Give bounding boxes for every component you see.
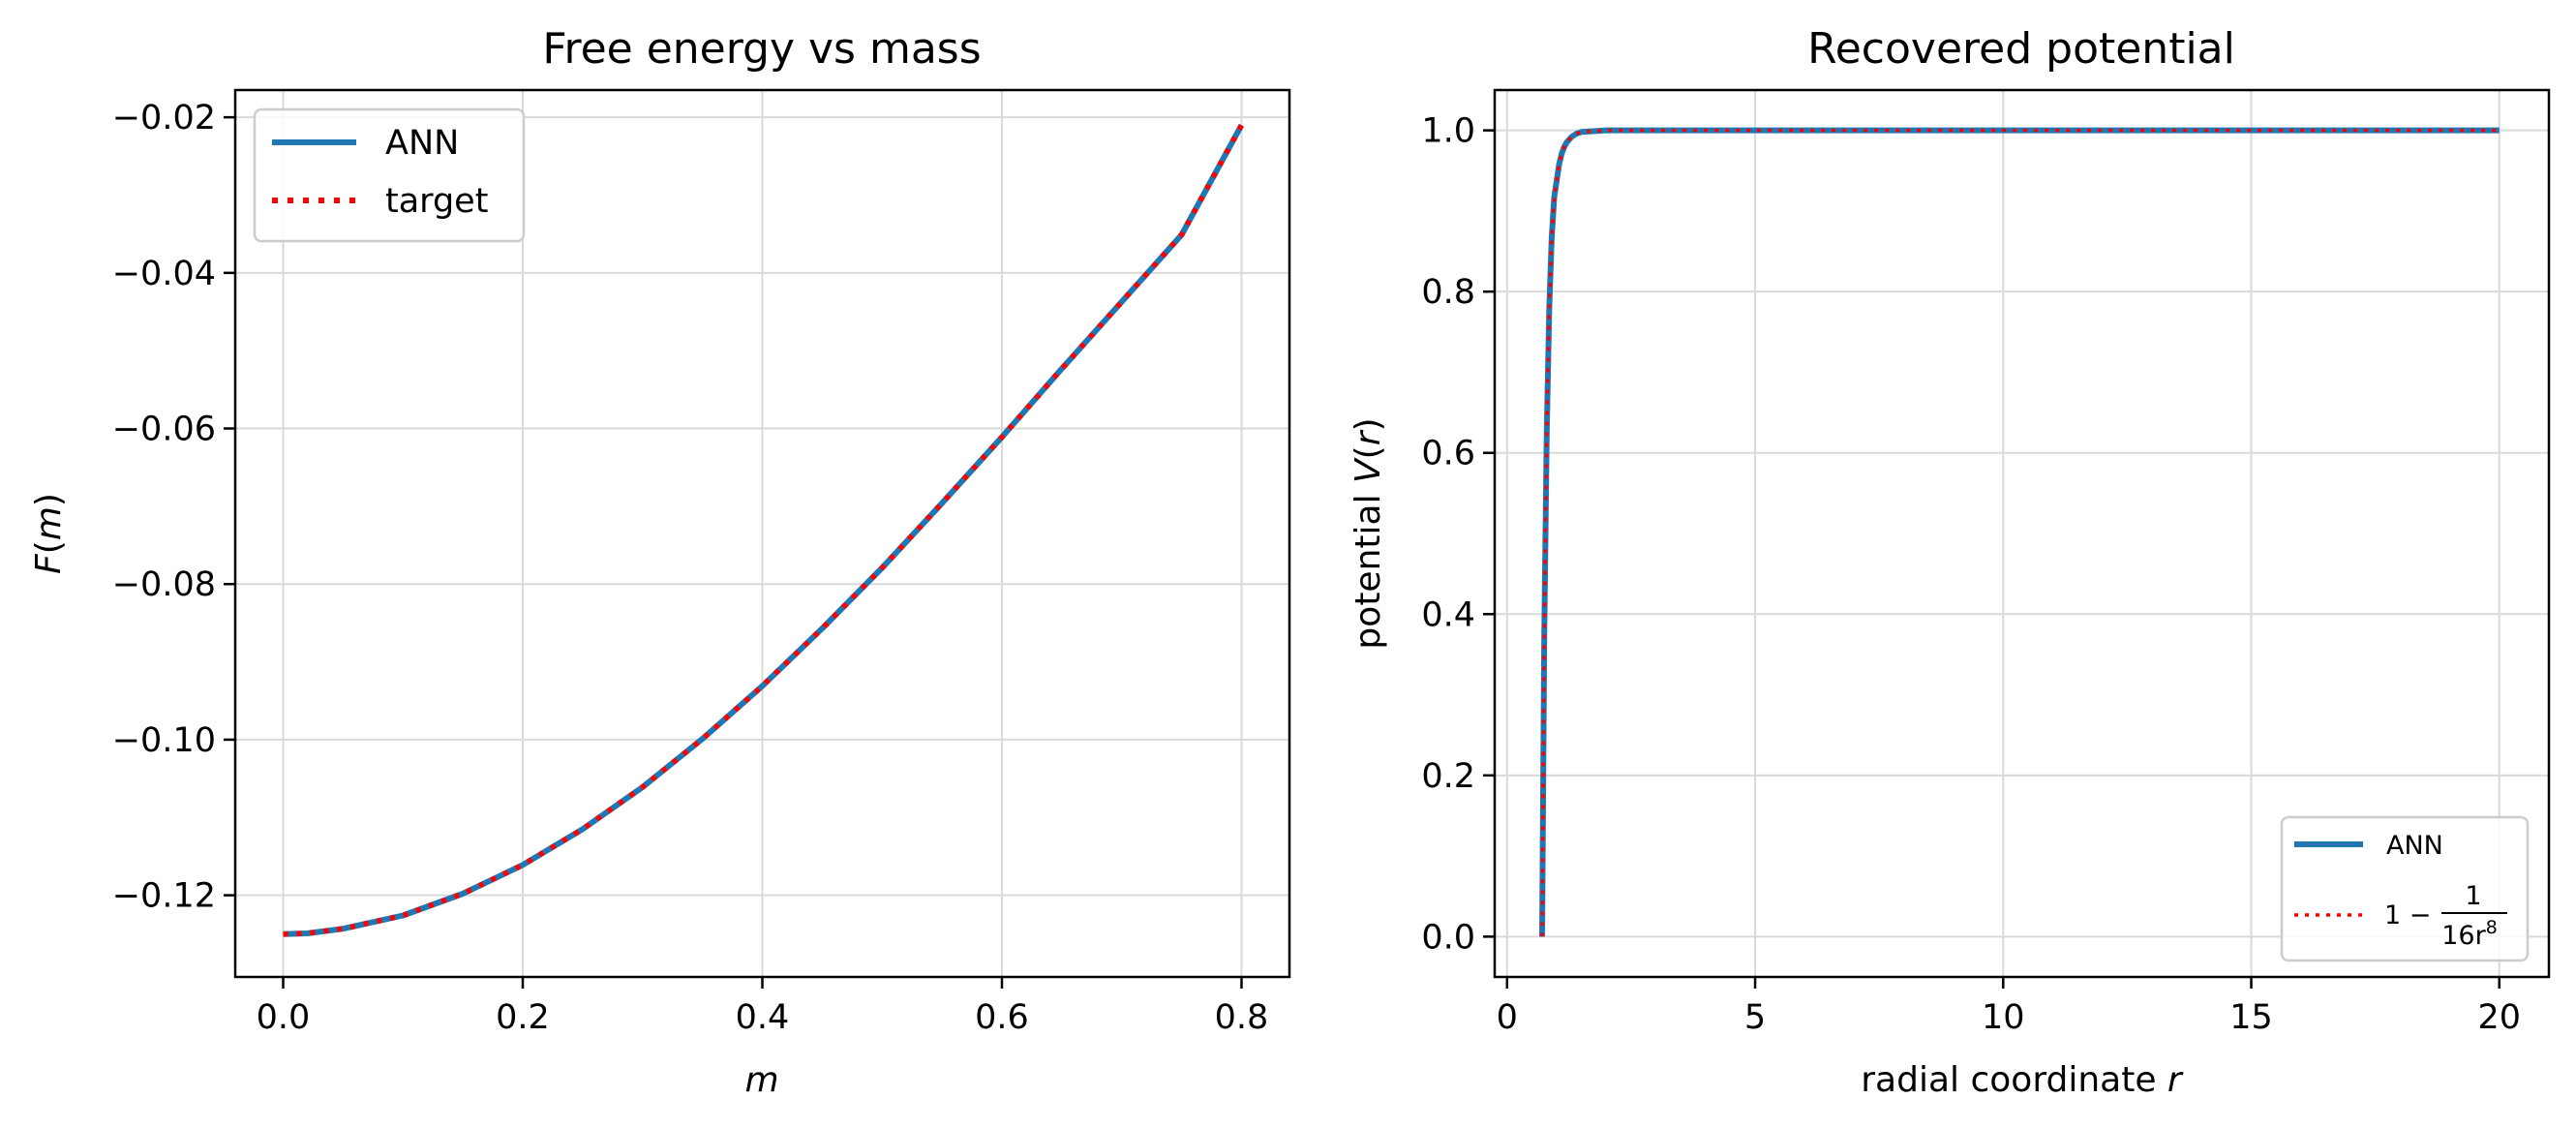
free-energy-series xyxy=(283,123,1245,937)
potential-x-tick-label: 10 xyxy=(1982,998,2025,1037)
potential-legend-target-numerator: 1 xyxy=(2465,881,2481,911)
free-energy-y-tick-label: −0.12 xyxy=(112,877,216,916)
free-energy-grid xyxy=(235,90,1289,977)
potential-y-tick-label: 0.4 xyxy=(1421,595,1475,634)
free-energy-y-tick-label: −0.04 xyxy=(112,255,216,293)
potential-legend-den-base: 16r xyxy=(2441,921,2486,951)
potential-legend-box xyxy=(2280,815,2530,962)
potential-x-tick-label: 5 xyxy=(1744,998,1766,1037)
potential-y-var: V xyxy=(1349,457,1388,483)
potential-x-tick-label: 15 xyxy=(2229,998,2273,1037)
free-energy-y-arg: m xyxy=(29,506,69,540)
potential-y-tick-label: 0.6 xyxy=(1421,435,1475,473)
free-energy-x-axis-label: m xyxy=(744,1060,778,1100)
recovered-potential-chart: 0 5 10 15 20 0.0 0.2 0.4 0.6 0.8 1.0 Recovered pot… xyxy=(1349,24,2551,1100)
free-energy-x-tick-label: 0.0 xyxy=(257,998,311,1037)
free-energy-y-tick-label: −0.08 xyxy=(112,565,216,604)
free-energy-x-tick-label: 0.8 xyxy=(1215,998,1269,1037)
potential-x-axis-label: radial coordinate r xyxy=(1861,1060,2184,1100)
potential-x-tick-label: 0 xyxy=(1497,998,1518,1037)
free-energy-x-tick-label: 0.2 xyxy=(496,998,550,1037)
free-energy-series-target-line xyxy=(283,123,1244,937)
potential-x-label-text: radial coordinate xyxy=(1861,1060,2167,1100)
free-energy-ticks: 0.0 0.2 0.4 0.6 0.8 −0.12 −0.10 −0.08 −0.06 −0.04… xyxy=(112,99,1269,1037)
potential-y-tick-label: 0.0 xyxy=(1421,918,1475,957)
potential-y-tick-label: 0.2 xyxy=(1421,757,1475,796)
potential-axes-frame xyxy=(1493,88,2551,979)
potential-title: Recovered potential xyxy=(1807,24,2235,74)
free-energy-y-axis-label: F(m) xyxy=(29,493,69,574)
potential-legend-target-denominator: 16r8 xyxy=(2441,917,2498,951)
potential-series xyxy=(1539,127,2500,937)
potential-x-tick-label: 20 xyxy=(2477,998,2521,1037)
free-energy-legend: ANN target xyxy=(253,107,526,243)
free-energy-title: Free energy vs mass xyxy=(542,24,981,74)
potential-y-label-text: potential xyxy=(1349,483,1388,650)
potential-ticks: 0 5 10 15 20 0.0 0.2 0.4 0.6 0.8 1.0 xyxy=(1421,112,2521,1037)
free-energy-y-tick-label: −0.02 xyxy=(112,99,216,137)
free-energy-y-tick-label: −0.10 xyxy=(112,721,216,760)
potential-legend-target-lhs: 1 − xyxy=(2384,900,2431,930)
free-energy-y-tick-label: −0.06 xyxy=(112,411,216,449)
potential-y-arg: r xyxy=(1349,429,1388,445)
potential-y-tick-label: 0.8 xyxy=(1421,273,1475,312)
free-energy-legend-ann-label: ANN xyxy=(385,124,459,163)
potential-x-label-var: r xyxy=(2167,1060,2184,1100)
potential-legend-ann-label: ANN xyxy=(2386,831,2443,861)
potential-y-axis-label: potential V(r) xyxy=(1349,417,1388,649)
potential-legend: ANN 1 − 1 16r8 xyxy=(2280,815,2530,962)
free-energy-x-tick-label: 0.4 xyxy=(736,998,790,1037)
free-energy-chart: 0.0 0.2 0.4 0.6 0.8 −0.12 −0.10 −0.08 −0.06 −0.04… xyxy=(29,24,1291,1100)
free-energy-legend-target-label: target xyxy=(385,182,488,221)
potential-series-target-line xyxy=(1540,128,2500,937)
free-energy-y-var: F xyxy=(29,553,69,574)
free-energy-x-tick-label: 0.6 xyxy=(975,998,1029,1037)
potential-y-tick-label: 1.0 xyxy=(1421,112,1475,151)
potential-legend-den-exp: 8 xyxy=(2486,917,2498,938)
